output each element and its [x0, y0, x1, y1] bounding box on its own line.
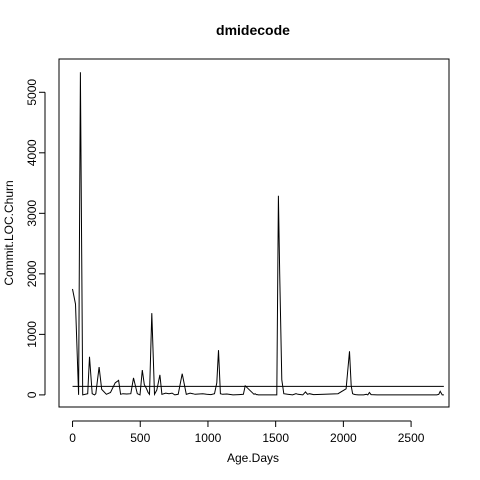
- y-axis-label: Commit.LOC.Churn: [2, 180, 16, 285]
- chart-title: dmidecode: [216, 22, 290, 38]
- y-tick-label: 2000: [25, 260, 39, 287]
- series-line-churn: [73, 72, 444, 395]
- x-axis: 0 500 1000 1500 2000 2500: [69, 421, 425, 445]
- x-tick-label: 2000: [330, 431, 357, 445]
- x-tick-label: 1000: [195, 431, 222, 445]
- x-tick-label: 500: [130, 431, 150, 445]
- y-tick-label: 3000: [25, 200, 39, 227]
- x-axis-label: Age.Days: [227, 451, 279, 465]
- x-tick-label: 0: [69, 431, 76, 445]
- y-tick-label: 1000: [25, 321, 39, 348]
- x-tick-label: 2500: [398, 431, 425, 445]
- chart-marks: [73, 72, 444, 395]
- y-axis: 0 1000 2000 3000 4000 5000: [25, 79, 45, 399]
- x-tick-label: 1500: [262, 431, 289, 445]
- y-tick-label: 5000: [25, 79, 39, 106]
- plot-frame: [59, 59, 449, 407]
- y-tick-label: 0: [25, 391, 39, 398]
- y-tick-label: 4000: [25, 139, 39, 166]
